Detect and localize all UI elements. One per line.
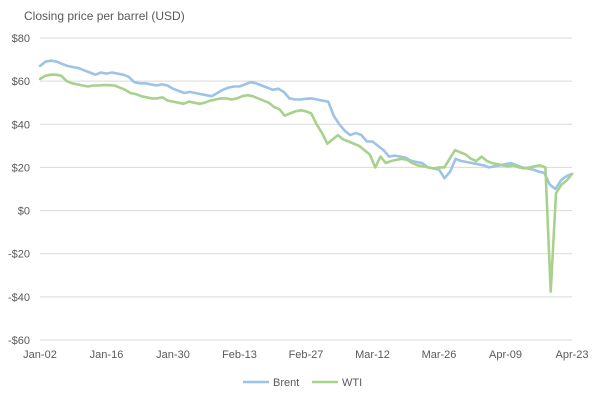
chart-title: Closing price per barrel (USD) [24,9,185,23]
y-tick-label: $40 [12,119,30,131]
y-tick-label: -$60 [8,335,30,347]
series-lines [38,59,574,294]
series-line-brent [38,59,574,191]
x-tick-label: Mar-26 [422,349,457,361]
y-tick-label: $80 [12,33,30,45]
x-tick-label: Feb-13 [222,349,257,361]
x-axis-tick-labels: Jan-02 Jan-16 Jan-30 Feb-13 Feb-27 Mar-12 Mar-… [23,349,588,361]
x-tick-label: Jan-30 [156,349,190,361]
y-tick-label: $60 [12,76,30,88]
x-tick-label: Apr-09 [489,349,522,361]
x-tick-label: Jan-02 [23,349,57,361]
y-tick-label: $0 [18,206,30,218]
x-tick-label: Mar-12 [355,349,390,361]
y-tick-label: $20 [12,162,30,174]
x-tick-label: Apr-23 [555,349,588,361]
legend: Brent WTI [243,377,362,389]
x-tick-label: Feb-27 [289,349,324,361]
gridlines [40,37,572,341]
y-axis-tick-labels: -$60 -$40 -$20 $0 $20 $40 $60 $80 [8,33,30,347]
y-tick-label: -$40 [8,292,30,304]
series-line-wti [38,73,574,294]
x-tick-label: Jan-16 [90,349,124,361]
legend-label-wti: WTI [342,377,362,389]
legend-label-brent: Brent [273,377,299,389]
y-tick-label: -$20 [8,249,30,261]
